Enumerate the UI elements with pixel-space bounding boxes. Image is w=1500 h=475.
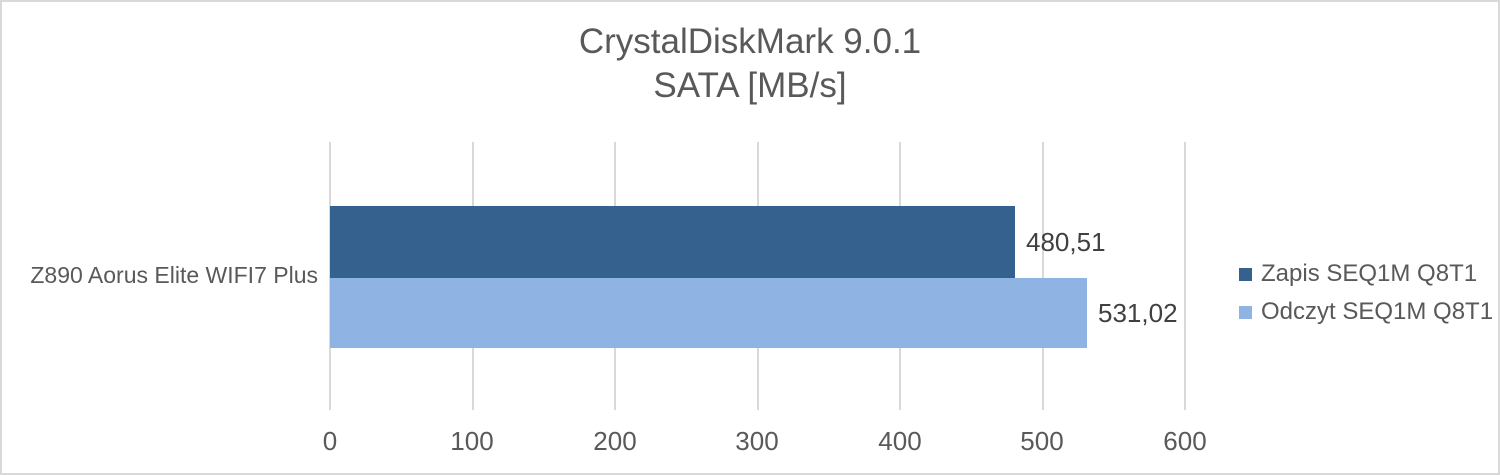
gridline-600 — [1184, 142, 1186, 410]
x-tick-100: 100 — [450, 426, 494, 456]
x-axis: 0 100 200 300 400 500 600 — [323, 426, 1207, 458]
y-axis-category-label: Z890 Aorus Elite WIFI7 Plus — [30, 262, 318, 288]
legend-swatch-zapis — [1239, 267, 1252, 281]
chart-subtitle: SATA [MB/s] — [653, 66, 847, 105]
legend-swatch-odczyt — [1239, 305, 1252, 319]
legend-label-zapis: Zapis SEQ1M Q8T1 — [1261, 260, 1478, 287]
bar-odczyt-seq1m-q8t1 — [330, 278, 1087, 348]
x-tick-400: 400 — [878, 426, 922, 456]
bar-row-odczyt: 531,02 — [330, 278, 1178, 348]
gridline-500 — [1042, 142, 1044, 410]
legend-item-odczyt: Odczyt SEQ1M Q8T1 — [1239, 298, 1493, 326]
chart-title: CrystalDiskMark 9.0.1 — [578, 22, 922, 61]
data-label-odczyt: 531,02 — [1098, 297, 1178, 328]
x-tick-600: 600 — [1163, 426, 1207, 456]
plot-area: 480,51 531,02 — [329, 142, 1186, 410]
legend: Zapis SEQ1M Q8T1 Odczyt SEQ1M Q8T1 — [1239, 260, 1493, 336]
x-tick-200: 200 — [593, 426, 637, 456]
legend-label-odczyt: Odczyt SEQ1M Q8T1 — [1261, 298, 1494, 325]
data-label-zapis: 480,51 — [1026, 226, 1106, 257]
x-tick-300: 300 — [735, 426, 779, 456]
bar-row-zapis: 480,51 — [330, 206, 1106, 278]
x-tick-0: 0 — [322, 426, 338, 456]
chart-title-block: CrystalDiskMark 9.0.1 SATA [MB/s] — [2, 20, 1498, 108]
x-tick-500: 500 — [1020, 426, 1064, 456]
legend-item-zapis: Zapis SEQ1M Q8T1 — [1239, 260, 1493, 288]
bar-zapis-seq1m-q8t1 — [330, 206, 1015, 278]
